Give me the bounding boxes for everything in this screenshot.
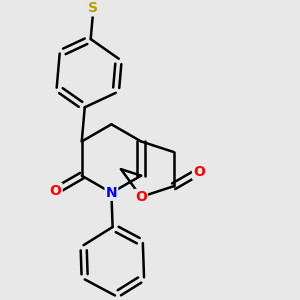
Text: S: S — [88, 2, 98, 15]
Text: O: O — [135, 190, 147, 204]
Text: O: O — [50, 184, 62, 198]
Text: N: N — [106, 186, 117, 200]
Text: O: O — [193, 165, 205, 179]
